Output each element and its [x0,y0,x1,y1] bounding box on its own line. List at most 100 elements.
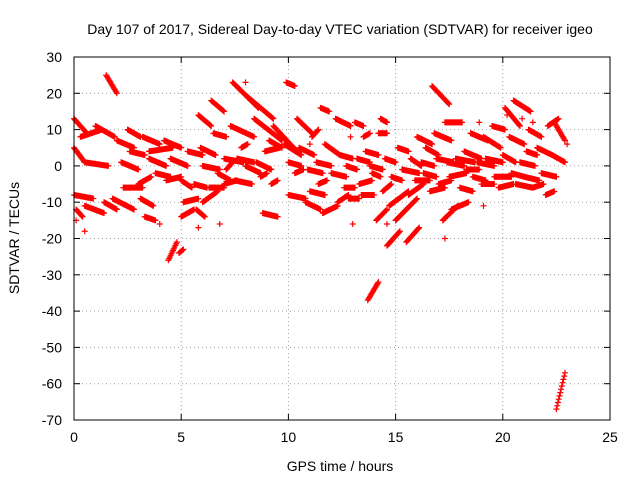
data-point [558,383,565,390]
y-tick-label: 0 [54,158,62,174]
data-point [351,184,358,191]
data-point [519,115,526,122]
data-point [326,108,333,115]
data-point [429,141,436,148]
data-point [538,133,545,140]
y-tick-label: -10 [42,194,62,210]
data-point [504,112,511,119]
data-point [426,177,433,184]
data-point [156,220,163,227]
data-point [195,224,202,231]
data-point [414,195,421,202]
data-point [347,133,354,140]
data-point [242,79,249,86]
data-point [221,108,228,115]
data-point [319,170,326,177]
data-point [501,126,508,133]
data-point [527,108,534,115]
x-tick-label: 0 [70,429,78,445]
data-point [188,184,195,191]
data-point [220,107,227,114]
x-tick-label: 25 [602,429,618,445]
data-point [229,159,236,166]
data-point [274,177,281,184]
data-point [148,173,155,180]
data-point [459,119,466,126]
data-point [399,177,406,184]
data-point [113,90,120,97]
data-point [263,170,270,177]
data-point [554,399,561,406]
data-point [476,166,483,173]
data-point [375,152,382,159]
data-point [480,202,487,209]
chart-title: Day 107 of 2017, Sidereal Day-to-day VTE… [87,21,593,37]
data-point [113,89,120,96]
data-point [178,144,185,151]
data-point [201,213,208,220]
y-tick-label: 10 [46,122,62,138]
y-tick-label: -60 [42,376,62,392]
data-point [461,162,468,169]
y-tick-label: 30 [46,49,62,65]
data-point [228,160,235,167]
data-point [529,119,536,126]
data-point [150,202,157,209]
data-point [561,136,568,143]
x-tick-label: 20 [495,429,511,445]
data-point [349,220,356,227]
data-point [469,188,476,195]
data-point [278,144,285,151]
data-point [377,173,384,180]
data-point [384,206,391,213]
data-point [135,166,142,173]
data-point [387,181,394,188]
x-axis-label: GPS time / hours [287,458,394,474]
data-point [415,225,422,232]
data-point [323,177,330,184]
data-point [388,181,395,188]
data-point [207,122,214,129]
data-point [446,101,453,108]
data-point [413,196,420,203]
data-point [431,162,438,169]
data-point [553,173,560,180]
data-point [551,188,558,195]
x-tick-label: 15 [388,429,404,445]
data-point [384,220,391,227]
data-point [491,162,498,169]
data-point [461,170,468,177]
data-point [90,195,97,202]
data-point [270,115,277,122]
data-point [101,210,108,217]
x-tick-label: 10 [281,429,297,445]
data-point [516,122,523,129]
y-tick-label: -40 [42,303,62,319]
data-point [269,115,276,122]
data-point [465,199,472,206]
data-point [244,141,251,148]
data-point [561,369,568,376]
data-point [499,159,506,166]
data-point [360,122,367,129]
y-tick-label: 20 [46,85,62,101]
data-point [195,195,202,202]
data-point [311,152,318,159]
data-points [71,72,571,413]
data-point [384,130,391,137]
data-point [321,191,328,198]
data-point [268,166,275,173]
data-point [555,396,562,403]
data-point [491,181,498,188]
data-point [564,141,571,148]
data-point [521,141,528,148]
data-point [558,386,565,393]
data-point [131,206,138,213]
data-point [540,181,547,188]
data-point [356,195,363,202]
data-point [152,217,159,224]
data-point [223,133,230,140]
data-point [163,162,170,169]
